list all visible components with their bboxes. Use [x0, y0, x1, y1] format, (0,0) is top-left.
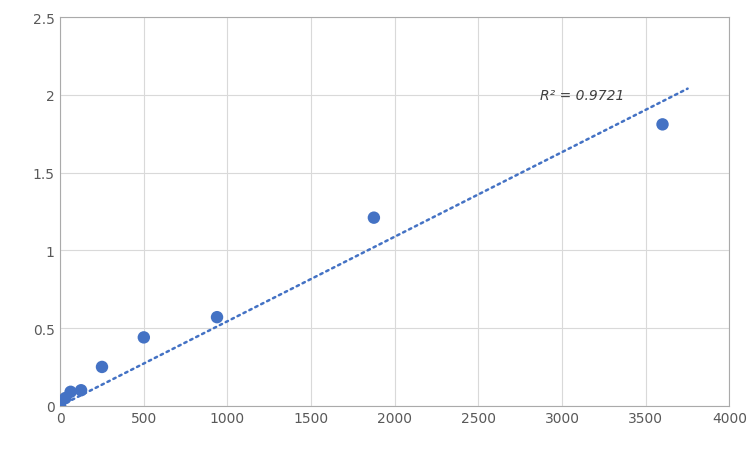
Point	[138, 334, 150, 341]
Point	[211, 314, 223, 321]
Text: R² = 0.9721: R² = 0.9721	[541, 89, 625, 103]
Point	[59, 395, 71, 402]
Point	[368, 215, 380, 222]
Point	[96, 364, 108, 371]
Point	[65, 388, 77, 396]
Point	[54, 402, 66, 410]
Point	[656, 121, 669, 129]
Point	[75, 387, 87, 394]
